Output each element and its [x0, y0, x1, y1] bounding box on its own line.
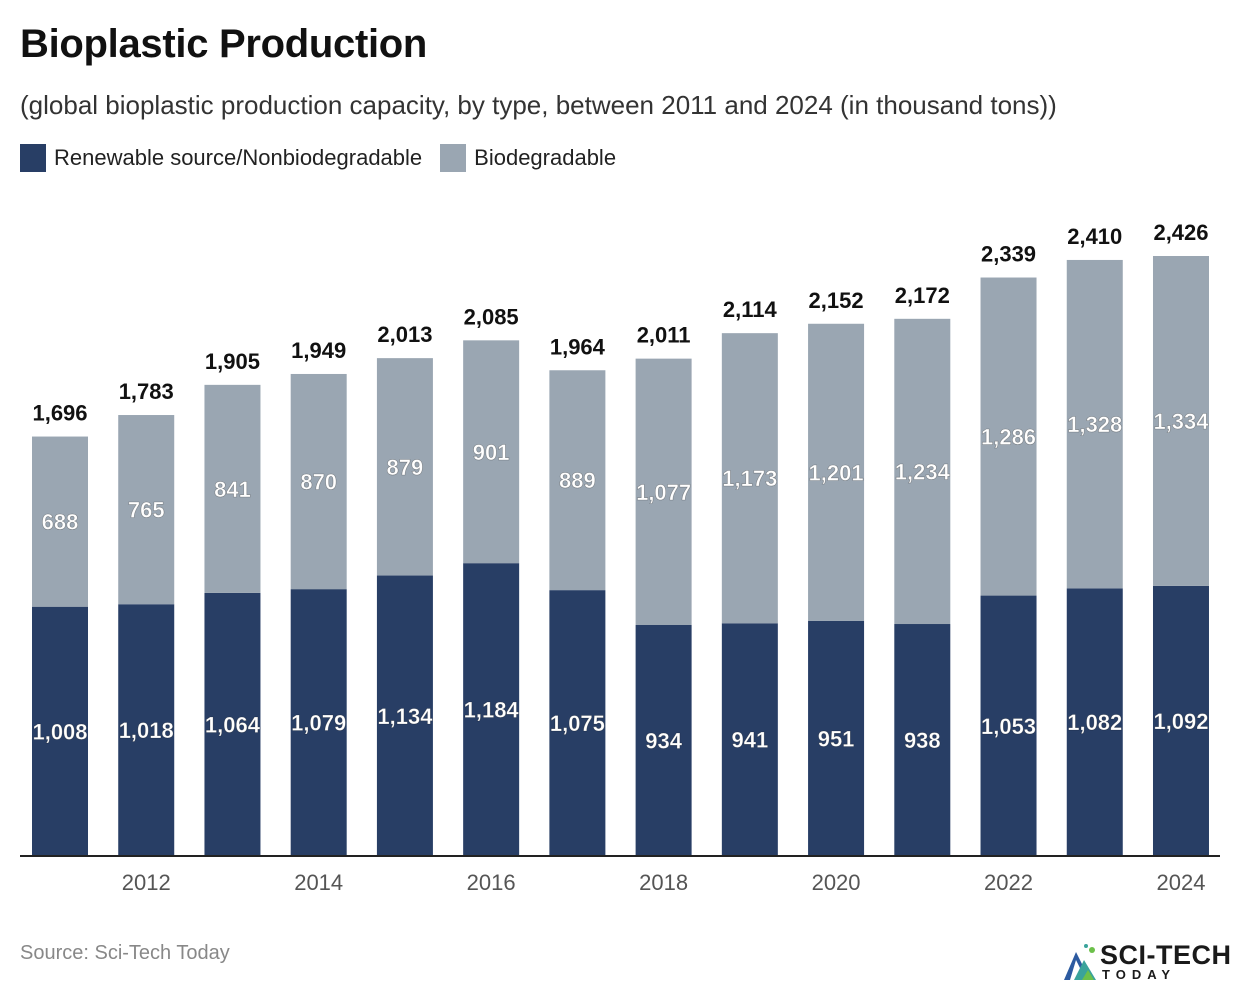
data-label-renewable-2011: 1,008 [32, 719, 87, 744]
bar-biodegradable-2019 [721, 333, 778, 624]
total-label-2018: 2,011 [637, 323, 691, 348]
bar-renewable-2021 [894, 624, 951, 856]
data-label-renewable-2017: 1,075 [550, 711, 605, 736]
data-label-biodegradable-2023: 1,328 [1067, 412, 1122, 437]
stacked-bar-chart: 1,008 688 1,696 1,018 765 1,783 1,064 841 1,905 1… [20, 220, 1220, 895]
data-label-renewable-2013: 1,064 [205, 712, 261, 737]
total-label-2023: 2,410 [1067, 224, 1122, 249]
bar-renewable-2011 [32, 606, 88, 856]
bar-biodegradable-2017 [549, 370, 606, 591]
bar-biodegradable-2015 [376, 358, 433, 576]
data-label-biodegradable-2024: 1,334 [1153, 409, 1209, 434]
legend-swatch-renewable [20, 144, 46, 172]
bar-biodegradable-2022 [980, 277, 1037, 596]
total-label-2011: 1,696 [32, 401, 87, 426]
total-label-2019: 2,114 [723, 297, 778, 322]
bar-renewable-2014 [290, 589, 347, 856]
data-label-renewable-2015: 1,134 [377, 704, 433, 729]
total-label-2016: 2,085 [464, 304, 519, 329]
data-label-renewable-2019: 941 [731, 728, 768, 753]
data-label-biodegradable-2020: 1,201 [809, 460, 864, 485]
brand-subname: TODAY [1102, 967, 1177, 982]
data-label-renewable-2024: 1,092 [1153, 709, 1208, 734]
x-tick-label-2018: 2018 [639, 870, 688, 895]
source-note: Source: Sci-Tech Today [20, 942, 230, 964]
bar-biodegradable-2013 [204, 384, 261, 593]
total-label-2020: 2,152 [809, 288, 864, 313]
total-label-2013: 1,905 [205, 349, 260, 374]
bar-renewable-2019 [721, 623, 778, 856]
legend-item-renewable: Renewable source/Nonbiodegradable [20, 144, 422, 172]
total-label-2015: 2,013 [377, 322, 432, 347]
total-label-2024: 2,426 [1153, 220, 1208, 245]
data-label-biodegradable-2013: 841 [214, 477, 251, 502]
bar-biodegradable-2020 [808, 323, 865, 621]
bar-renewable-2020 [808, 620, 865, 856]
data-label-renewable-2020: 951 [818, 726, 855, 751]
x-tick-label-2024: 2024 [1157, 870, 1206, 895]
data-label-renewable-2014: 1,079 [291, 711, 346, 736]
bar-renewable-2012 [118, 604, 175, 856]
data-label-biodegradable-2012: 765 [128, 498, 165, 523]
x-tick-label-2020: 2020 [812, 870, 861, 895]
data-label-biodegradable-2016: 901 [473, 440, 510, 465]
bar-biodegradable-2011 [32, 436, 88, 607]
bar-renewable-2015 [376, 575, 433, 856]
bar-biodegradable-2018 [635, 358, 692, 626]
data-label-biodegradable-2015: 879 [387, 455, 424, 480]
bar-biodegradable-2014 [290, 373, 347, 590]
total-label-2021: 2,172 [895, 283, 950, 308]
bar-renewable-2013 [204, 592, 261, 856]
legend-swatch-biodegradable [440, 144, 467, 172]
total-label-2012: 1,783 [119, 379, 174, 404]
total-label-2022: 2,339 [981, 242, 1036, 267]
data-label-biodegradable-2014: 870 [300, 470, 337, 495]
x-tick-label-2016: 2016 [467, 870, 516, 895]
x-tick-label-2022: 2022 [984, 870, 1033, 895]
bar-renewable-2018 [635, 625, 692, 856]
bar-biodegradable-2012 [118, 415, 175, 605]
data-label-biodegradable-2019: 1,173 [722, 466, 777, 491]
legend-label-renewable: Renewable source/Nonbiodegradable [54, 145, 423, 170]
x-tick-label-2012: 2012 [122, 870, 171, 895]
bar-renewable-2017 [549, 590, 606, 856]
total-label-2014: 1,949 [291, 338, 346, 363]
data-label-renewable-2022: 1,053 [981, 714, 1036, 739]
bar-biodegradable-2024 [1152, 256, 1209, 586]
data-label-biodegradable-2017: 889 [559, 468, 596, 493]
bar-renewable-2022 [980, 595, 1037, 856]
data-label-biodegradable-2022: 1,286 [981, 425, 1036, 450]
chart-subtitle: (global bioplastic production capacity, … [20, 90, 1057, 120]
chart-title: Bioplastic Production [20, 22, 428, 66]
bar-biodegradable-2023 [1066, 259, 1123, 589]
data-label-renewable-2012: 1,018 [119, 718, 174, 743]
legend-label-biodegradable: Biodegradable [474, 145, 617, 170]
legend-item-biodegradable: Biodegradable [440, 144, 616, 172]
x-tick-label-2014: 2014 [294, 870, 343, 895]
bar-renewable-2016 [463, 563, 520, 856]
data-label-biodegradable-2011: 688 [42, 510, 79, 535]
brand-logo-icon [1064, 944, 1096, 980]
data-label-biodegradable-2021: 1,234 [895, 459, 951, 484]
bar-biodegradable-2016 [463, 340, 520, 564]
brand-name: SCI-TECH [1100, 940, 1232, 970]
bar-renewable-2023 [1066, 588, 1123, 856]
data-label-renewable-2018: 934 [645, 729, 682, 754]
total-label-2017: 1,964 [550, 334, 606, 359]
bar-biodegradable-2021 [894, 318, 951, 625]
data-label-renewable-2021: 938 [904, 728, 941, 753]
bar-renewable-2024 [1152, 585, 1209, 856]
data-label-biodegradable-2018: 1,077 [636, 480, 691, 505]
legend: Renewable source/Nonbiodegradable Biodeg… [20, 144, 616, 172]
brand-logo: SCI-TECH TODAY [1062, 940, 1238, 984]
data-label-renewable-2016: 1,184 [464, 698, 520, 723]
data-label-renewable-2023: 1,082 [1067, 710, 1122, 735]
